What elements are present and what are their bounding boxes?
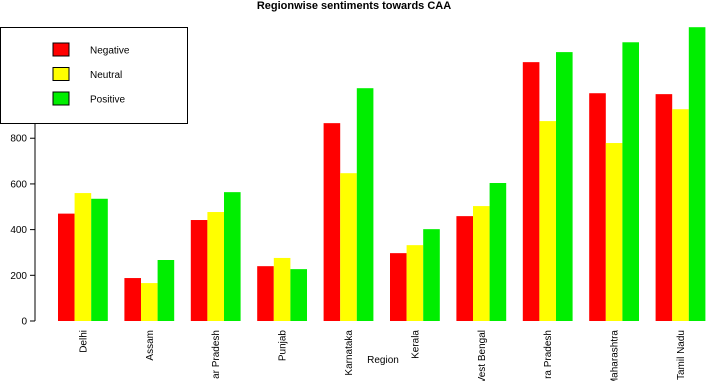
x-tick-label: Maharashtra: [610, 330, 621, 381]
bar: [124, 278, 141, 321]
x-tick-label: Assam: [145, 330, 156, 361]
bar: [589, 93, 606, 321]
bar: [390, 253, 407, 321]
bar: [74, 193, 92, 321]
bar: [323, 123, 341, 321]
bar: [539, 121, 556, 321]
bar: [522, 62, 540, 321]
x-tick-label: Tamil Nadu: [676, 330, 687, 380]
bar: [157, 260, 175, 321]
bar: [190, 220, 208, 321]
bar: [456, 216, 473, 321]
bar: [207, 212, 224, 321]
bar: [672, 109, 689, 321]
x-tick-label: Punjab: [278, 330, 289, 362]
bar: [473, 206, 490, 321]
x-tick-label: ra Pradesh: [543, 330, 554, 379]
y-tick-label: 200: [10, 271, 27, 282]
bar: [605, 143, 623, 321]
legend-swatch: [52, 91, 70, 106]
x-tick-label: Vest Bengal: [477, 330, 488, 381]
x-tick-label: ar Pradesh: [211, 330, 222, 379]
x-axis-label: Region: [367, 355, 399, 366]
legend-label: Negative: [90, 46, 130, 57]
y-tick-label: 600: [10, 179, 27, 190]
bar: [556, 52, 573, 321]
legend-box: [0, 27, 188, 124]
x-tick-label: Delhi: [78, 330, 89, 353]
bar: [356, 88, 374, 321]
bar: [489, 183, 507, 321]
x-tick-label: Kerala: [410, 330, 421, 359]
bar: [340, 173, 357, 321]
y-tick-label: 400: [10, 225, 27, 236]
y-tick-label: 800: [10, 134, 27, 145]
bar: [273, 257, 291, 321]
bar: [58, 213, 75, 321]
bar: [224, 192, 241, 321]
legend-label: Neutral: [90, 70, 122, 81]
bar: [688, 27, 706, 322]
bar: [91, 198, 108, 321]
legend-swatch: [52, 42, 70, 57]
legend-label: Positive: [90, 95, 125, 106]
bar: [423, 229, 440, 321]
bar: [655, 94, 673, 321]
chart-title: Regionwise sentiments towards CAA: [257, 0, 451, 12]
bar: [257, 266, 274, 321]
legend-swatch: [52, 67, 70, 81]
y-tick-label: 0: [21, 317, 27, 328]
bar: [406, 245, 424, 321]
bar: [290, 269, 307, 321]
bar: [141, 283, 158, 321]
x-tick-label: Karnataka: [344, 330, 355, 376]
bar: [622, 42, 639, 322]
